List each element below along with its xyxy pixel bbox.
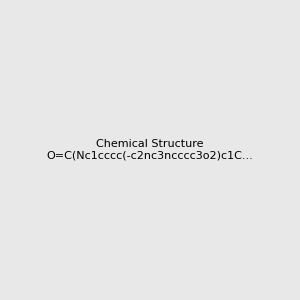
Text: Chemical Structure
O=C(Nc1cccc(-c2nc3ncccc3o2)c1C...: Chemical Structure O=C(Nc1cccc(-c2nc3ncc…: [46, 139, 253, 161]
